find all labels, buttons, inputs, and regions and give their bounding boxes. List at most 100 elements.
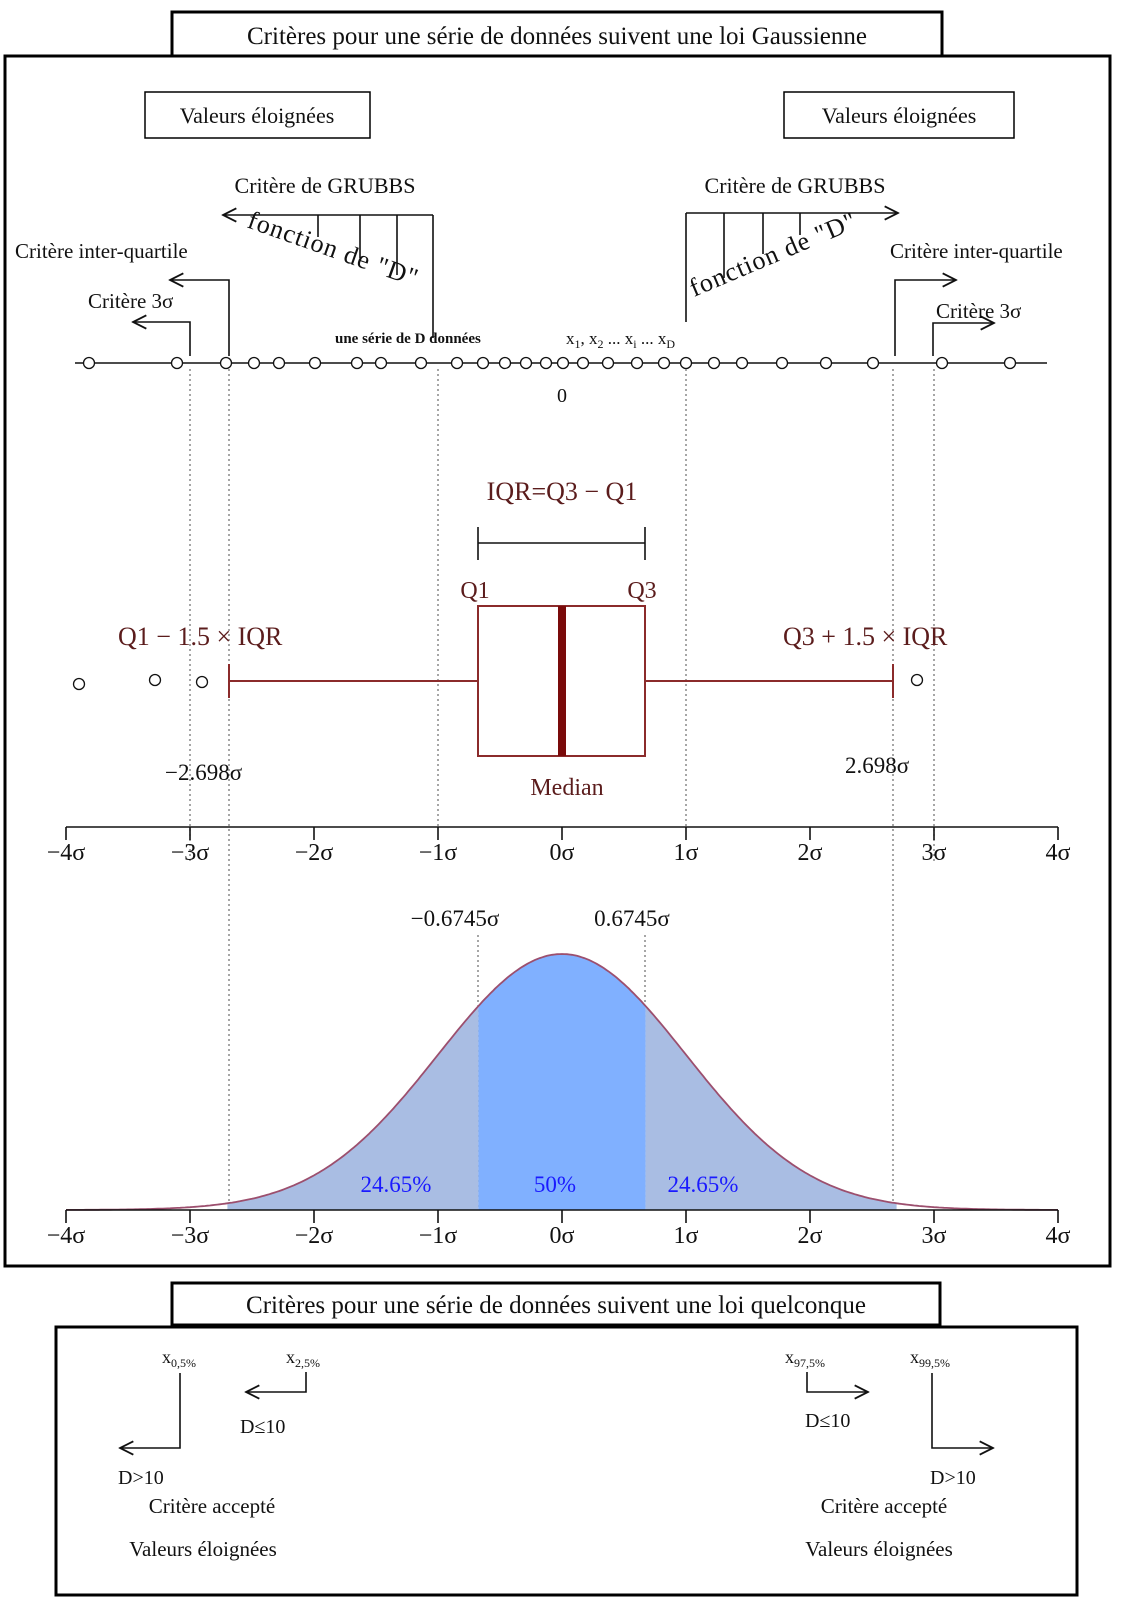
- series-point: [247, 356, 261, 370]
- quantile-base: x: [785, 1347, 794, 1367]
- series-point: [519, 356, 533, 370]
- axis-tick-label: −1σ: [419, 1223, 458, 1249]
- iqr-criterion-left-label: Critère inter-quartile: [15, 239, 188, 263]
- series-point: [450, 356, 464, 370]
- outliers-right-frame: [783, 91, 1015, 139]
- outliers-left-label: Valeurs éloignées: [180, 103, 335, 128]
- series-point: [219, 356, 233, 370]
- outlier-point: [910, 673, 924, 687]
- series-point: [414, 356, 428, 370]
- upper-fence-sigma: 2.698σ: [845, 753, 910, 778]
- axis-tick-label: −2σ: [295, 840, 334, 866]
- general-panel-frame: [54, 1325, 1079, 1597]
- series-label: une série de D données: [335, 331, 481, 347]
- sigma3-left-label: Critère 3σ: [88, 289, 173, 313]
- quantile-2-5: x2,5%: [286, 1347, 320, 1370]
- density-area-right: [645, 1006, 897, 1210]
- series-variables: x1, x2 ... xi ... xD: [566, 329, 675, 351]
- iqr-criterion-left-arrow: [170, 280, 230, 356]
- series-point: [576, 356, 590, 370]
- iqr-bracket: [477, 527, 646, 560]
- series-point: [1003, 356, 1017, 370]
- series-var-base: x: [589, 329, 598, 348]
- series-point: [374, 356, 388, 370]
- outlier-point: [195, 675, 209, 689]
- density-area-center: [478, 954, 646, 1210]
- quantile-0-5: x0,5%: [162, 1347, 196, 1370]
- grubbs-right-function: fonction de "D": [685, 206, 861, 303]
- density-area-left: [227, 1006, 479, 1210]
- q3-sigma-label: 0.6745σ: [594, 906, 670, 931]
- iqr-formula: IQR=Q3 − Q1: [487, 477, 638, 506]
- quantile-base: x: [286, 1347, 295, 1367]
- gaussian-title: Critères pour une série de données suive…: [247, 23, 867, 50]
- series-point: [272, 356, 286, 370]
- series-var-base: x: [658, 329, 667, 348]
- boxplot: IQR=Q3 − Q1 Q1 Q3 Q1 − 1.5 × IQR Q3 + 1.…: [72, 477, 948, 801]
- axis-tick-label: −4σ: [47, 840, 86, 866]
- median-label: Median: [530, 775, 603, 801]
- series-var-separator: ...: [604, 329, 625, 348]
- whiskers: [228, 664, 894, 698]
- quantile-subscript: 0,5%: [171, 1356, 196, 1370]
- series-point: [630, 356, 644, 370]
- quantile-subscript: 2,5%: [295, 1356, 320, 1370]
- gaussian-panel-frame: [3, 54, 1112, 1268]
- axis-tick-label: 1σ: [674, 1223, 699, 1249]
- axis-tick-label: 2σ: [798, 840, 823, 866]
- series-point: [539, 356, 553, 370]
- upper-fence-label: Q3 + 1.5 × IQR: [783, 622, 948, 651]
- series-point: [775, 356, 789, 370]
- pct-right-label: 24.65%: [668, 1172, 739, 1197]
- lower-fence-label: Q1 − 1.5 × IQR: [118, 622, 283, 651]
- series-point: [556, 356, 570, 370]
- axis-tick-label: −1σ: [419, 840, 458, 866]
- series-point: [476, 356, 490, 370]
- axis-tick-label: 2σ: [798, 1223, 823, 1249]
- series-var-separator: ,: [581, 329, 590, 348]
- grubbs-left-hatches: [317, 215, 434, 338]
- quantile-99-5: x99,5%: [910, 1347, 950, 1370]
- series-var-subscript: D: [666, 337, 675, 351]
- series-point: [82, 356, 96, 370]
- quantile-97-5: x97,5%: [785, 1347, 825, 1370]
- series-var-subscript: 2: [598, 337, 604, 351]
- series-point: [308, 356, 322, 370]
- series-point: [657, 356, 671, 370]
- q3-label: Q3: [627, 578, 656, 604]
- lower-sigma-axis: −4σ −3σ −2σ −1σ 0σ 1σ 2σ 3σ 4σ: [47, 1209, 1071, 1249]
- outliers-left-frame: [144, 91, 371, 139]
- series-points: [82, 356, 1017, 370]
- quantile-99-5-rule: D>10: [930, 1467, 976, 1489]
- quantile-2-5-arrow: [246, 1372, 307, 1392]
- series-point: [679, 356, 693, 370]
- series-var-base: x: [625, 329, 634, 348]
- axis-tick-label: −3σ: [171, 1223, 210, 1249]
- q1-sigma-label: −0.6745σ: [411, 906, 500, 931]
- series-point: [170, 356, 184, 370]
- series-var-base: x: [566, 329, 575, 348]
- series-var-subscript: i: [633, 337, 637, 351]
- general-title: Critères pour une série de données suive…: [246, 1292, 866, 1319]
- axis-tick-label: 0σ: [550, 840, 575, 866]
- sigma3-left-arrow: [133, 322, 191, 356]
- accepted-right-label: Critère accepté: [821, 1494, 948, 1518]
- median-line: [558, 606, 566, 756]
- series-point: [350, 356, 364, 370]
- iqr-criterion-right-label: Critère inter-quartile: [890, 239, 1063, 263]
- guide-lines: [189, 369, 935, 1210]
- grubbs-right-label: Critère de GRUBBS: [705, 173, 886, 198]
- outliers-right-label: Valeurs éloignées: [822, 103, 977, 128]
- quantile-2-5-rule: D≤10: [240, 1416, 285, 1438]
- quantile-0-5-rule: D>10: [118, 1467, 164, 1489]
- sigma3-right-arrow: [932, 323, 994, 356]
- quantile-0-5-arrow: [120, 1373, 181, 1448]
- grubbs-left-label: Critère de GRUBBS: [235, 173, 416, 198]
- outlier-point: [148, 673, 162, 687]
- series-point: [498, 356, 512, 370]
- pct-left-label: 24.65%: [361, 1172, 432, 1197]
- normal-density-curve: [66, 953, 1058, 1211]
- quantile-97-5-arrow: [806, 1372, 868, 1392]
- quantile-97-5-rule: D≤10: [805, 1410, 850, 1432]
